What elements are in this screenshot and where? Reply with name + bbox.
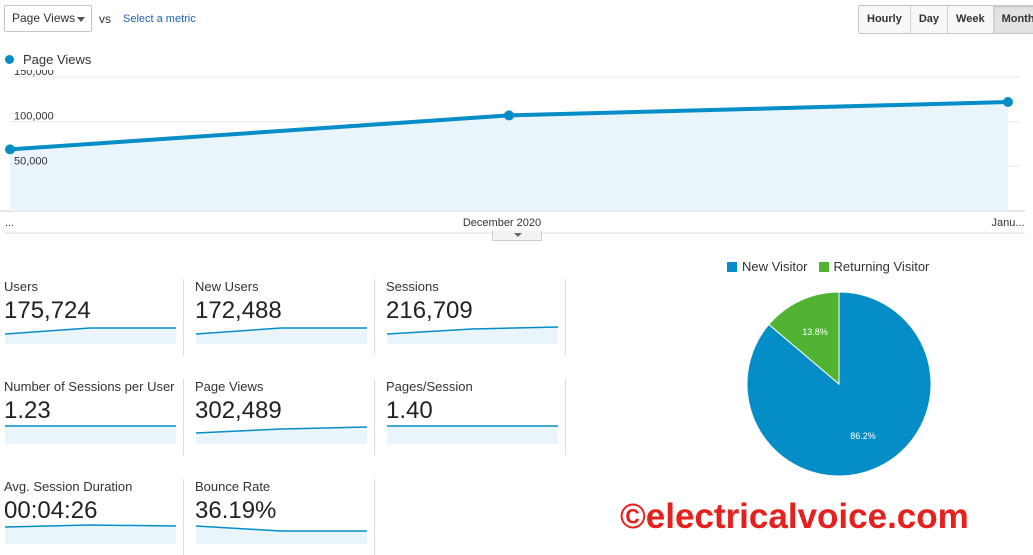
sparkline [5,425,176,444]
sparkline [387,326,559,344]
pie-slice-returning-visitor [768,291,840,386]
collapse-chart-toggle[interactable] [492,231,542,241]
x-tick-label: Janu... [991,217,1024,229]
scorecard-value: 36.19% [195,497,277,524]
card-divider [374,479,375,555]
chevron-down-icon [514,233,522,237]
data-point [5,144,15,155]
line-chart-legend: Page Views [5,52,91,67]
scorecard-value: 175,724 [4,297,91,324]
scorecard-label: Pages/Session [386,379,473,394]
vs-label: vs [99,12,111,26]
scorecard-value: 1.40 [386,397,433,424]
card-divider [374,279,375,355]
legend-label: New Visitor [742,259,808,274]
scorecard-value: 302,489 [195,397,282,424]
sparkline [196,426,368,444]
period-day-button[interactable]: Day [910,6,949,33]
watermark: ©electricalvoice.com [620,497,969,536]
period-hourly-button[interactable]: Hourly [859,6,911,33]
scorecard-value: 216,709 [386,297,473,324]
scorecard-label: Users [4,279,38,294]
period-month-button[interactable]: Month [993,6,1033,33]
y-tick-label: 150,000 [14,70,54,78]
scorecard-avg-session-duration[interactable]: Avg. Session Duration 00:04:26 [4,479,184,555]
x-tick-label: December 2020 [463,217,541,229]
scorecard-page-views[interactable]: Page Views 302,489 [195,379,375,455]
data-point [1003,97,1013,108]
metric-select[interactable]: Page Views [4,5,92,32]
scorecard-value: 1.23 [4,397,51,424]
pie-chart-legend: New Visitor Returning Visitor [727,259,940,274]
legend-dot-icon [5,55,14,64]
y-tick-label: 50,000 [14,155,48,167]
legend-item-returning-visitor[interactable]: Returning Visitor [818,259,930,274]
pie-data-label: 86.2% [850,431,876,441]
pie-slice-new-visitor [746,291,932,477]
scorecard-value: 172,488 [195,297,282,324]
period-week-button[interactable]: Week [948,6,994,33]
scorecard-users[interactable]: Users 175,724 [4,279,184,355]
sparkline [5,327,176,344]
scorecard-label: Page Views [195,379,264,394]
scorecard-label: Bounce Rate [195,479,271,494]
pie-chart: 86.2% 13.8% [746,291,932,477]
scorecard-sessions-per-user[interactable]: Number of Sessions per User 1.23 [4,379,184,455]
card-divider [183,479,184,555]
sparkline [387,425,558,444]
scorecard-label: New Users [195,279,259,294]
pie-data-label: 13.8% [802,327,828,337]
card-divider [565,379,566,455]
scorecard-sessions[interactable]: Sessions 216,709 [386,279,566,355]
sparkline [5,524,177,544]
card-divider [374,379,375,455]
scorecard-label: Sessions [386,279,439,294]
scorecard-bounce-rate[interactable]: Bounce Rate 36.19% [195,479,375,555]
scorecard-new-users[interactable]: New Users 172,488 [195,279,375,355]
legend-series-label: Page Views [23,52,92,67]
scorecard-label: Avg. Session Duration [4,479,133,494]
legend-swatch [818,261,829,272]
scorecard-pages-per-session[interactable]: Pages/Session 1.40 [386,379,566,455]
card-divider [183,379,184,455]
select-metric-link[interactable]: Select a metric [123,13,196,25]
legend-item-new-visitor[interactable]: New Visitor [727,259,808,274]
scorecard-label: Number of Sessions per User [4,379,175,394]
period-toggle: Hourly Day Week Month [858,5,1033,34]
line-chart: 150,000 100,000 50,000... December 2020 Janu… [0,70,1025,234]
x-tick-label: ... [5,217,14,229]
sparkline [196,525,367,544]
data-point [504,110,514,121]
legend-swatch [727,261,737,272]
y-tick-label: 100,000 [14,111,54,123]
card-divider [183,279,184,355]
metric-select-value: Page Views [12,11,76,25]
card-divider [565,279,566,355]
legend-label: Returning Visitor [833,259,930,274]
scorecard-value: 00:04:26 [4,497,98,524]
chevron-down-icon [77,17,85,22]
series-area [10,102,1008,211]
sparkline [196,327,367,344]
